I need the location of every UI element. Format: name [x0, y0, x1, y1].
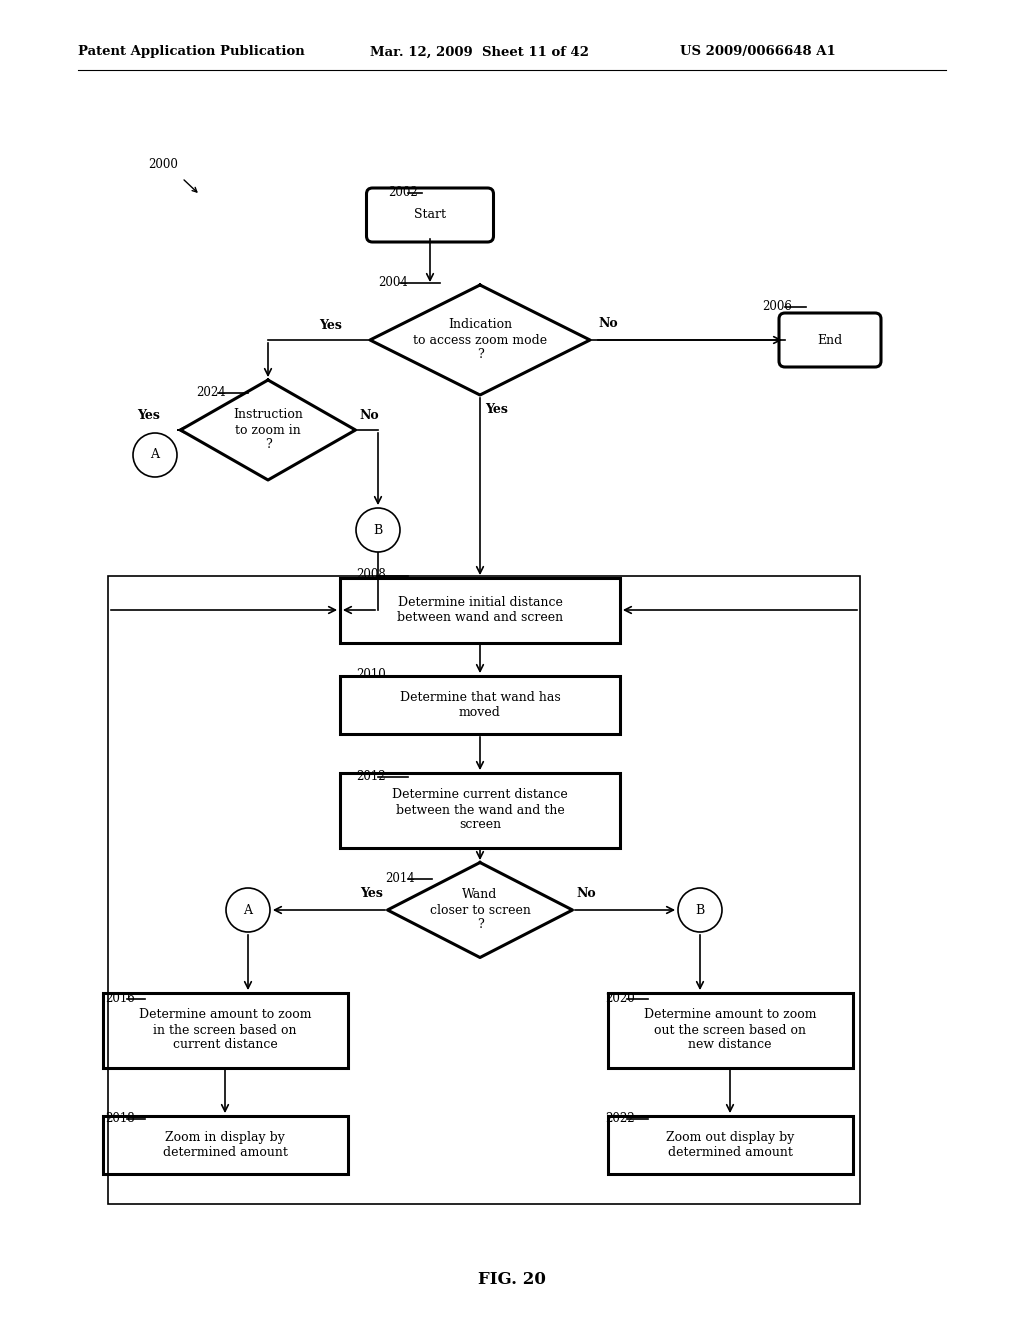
- Bar: [340, 578, 620, 643]
- Text: No: No: [598, 317, 617, 330]
- Text: Zoom out display by
determined amount: Zoom out display by determined amount: [666, 1131, 795, 1159]
- Text: Instruction
to zoom in
?: Instruction to zoom in ?: [233, 408, 303, 451]
- Text: Wand
closer to screen
?: Wand closer to screen ?: [429, 888, 530, 932]
- Bar: [108, 576, 860, 1204]
- Text: Mar. 12, 2009  Sheet 11 of 42: Mar. 12, 2009 Sheet 11 of 42: [370, 45, 589, 58]
- Text: US 2009/0066648 A1: US 2009/0066648 A1: [680, 45, 836, 58]
- Text: 2018: 2018: [105, 1111, 134, 1125]
- Text: A: A: [244, 903, 253, 916]
- Polygon shape: [370, 285, 590, 395]
- FancyBboxPatch shape: [367, 187, 494, 242]
- Text: No: No: [575, 887, 596, 900]
- Text: 2012: 2012: [356, 770, 386, 783]
- Text: 2000: 2000: [148, 158, 178, 172]
- Text: Yes: Yes: [485, 403, 508, 416]
- Text: Determine current distance
between the wand and the
screen: Determine current distance between the w…: [392, 788, 568, 832]
- Polygon shape: [387, 862, 572, 957]
- Text: 2024: 2024: [196, 385, 225, 399]
- Bar: [102, 1115, 347, 1173]
- Text: Determine that wand has
moved: Determine that wand has moved: [399, 690, 560, 719]
- Bar: [340, 772, 620, 847]
- Text: 2022: 2022: [605, 1111, 635, 1125]
- Text: End: End: [817, 334, 843, 346]
- Circle shape: [356, 508, 400, 552]
- Text: 2014: 2014: [385, 871, 415, 884]
- Text: Yes: Yes: [319, 319, 342, 333]
- Text: 2020: 2020: [605, 991, 635, 1005]
- Text: No: No: [359, 409, 379, 422]
- Text: B: B: [695, 903, 705, 916]
- Bar: [607, 993, 853, 1068]
- Text: FIG. 20: FIG. 20: [478, 1271, 546, 1288]
- Bar: [102, 993, 347, 1068]
- Text: Indication
to access zoom mode
?: Indication to access zoom mode ?: [413, 318, 547, 362]
- Text: Start: Start: [414, 209, 446, 222]
- Text: 2008: 2008: [356, 569, 386, 582]
- FancyBboxPatch shape: [779, 313, 881, 367]
- Text: A: A: [151, 449, 160, 462]
- Bar: [607, 1115, 853, 1173]
- Text: 2006: 2006: [762, 300, 792, 313]
- Text: 2016: 2016: [105, 991, 135, 1005]
- Circle shape: [678, 888, 722, 932]
- Text: B: B: [374, 524, 383, 536]
- Text: Yes: Yes: [137, 409, 160, 422]
- Text: Yes: Yes: [360, 887, 383, 900]
- Text: Determine amount to zoom
out the screen based on
new distance: Determine amount to zoom out the screen …: [644, 1008, 816, 1052]
- Bar: [340, 676, 620, 734]
- Text: 2004: 2004: [378, 276, 408, 289]
- Text: 2010: 2010: [356, 668, 386, 681]
- Circle shape: [133, 433, 177, 477]
- Polygon shape: [180, 380, 355, 480]
- Text: Patent Application Publication: Patent Application Publication: [78, 45, 305, 58]
- Text: Determine amount to zoom
in the screen based on
current distance: Determine amount to zoom in the screen b…: [138, 1008, 311, 1052]
- Text: 2002: 2002: [388, 186, 418, 198]
- Circle shape: [226, 888, 270, 932]
- Text: Determine initial distance
between wand and screen: Determine initial distance between wand …: [397, 597, 563, 624]
- Text: Zoom in display by
determined amount: Zoom in display by determined amount: [163, 1131, 288, 1159]
